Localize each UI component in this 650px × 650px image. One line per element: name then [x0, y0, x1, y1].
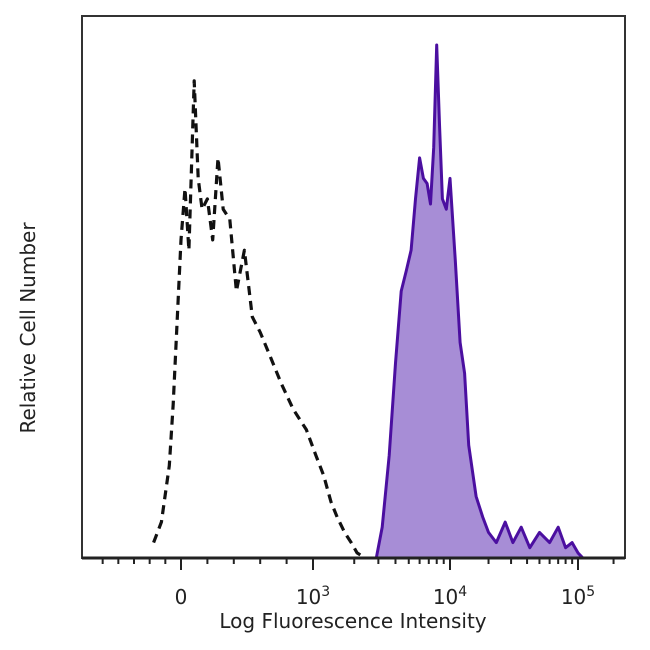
series-1-line: [374, 43, 584, 560]
plot-frame: [81, 15, 626, 559]
x-tick-label: 105: [561, 584, 595, 609]
x-tick-label: 104: [433, 584, 467, 609]
x-ticks: 0 103 104 105: [101, 558, 615, 609]
plot-area: 0 103 104 105: [81, 15, 626, 609]
x-axis-label: Log Fluorescence Intensity: [219, 609, 486, 633]
series-0-line: [152, 79, 366, 560]
x-tick-label: 0: [175, 585, 188, 609]
series-1-fill: [376, 45, 583, 558]
series-layer: [152, 43, 584, 560]
y-axis-label: Relative Cell Number: [16, 222, 40, 434]
x-tick-label: 103: [296, 584, 330, 609]
